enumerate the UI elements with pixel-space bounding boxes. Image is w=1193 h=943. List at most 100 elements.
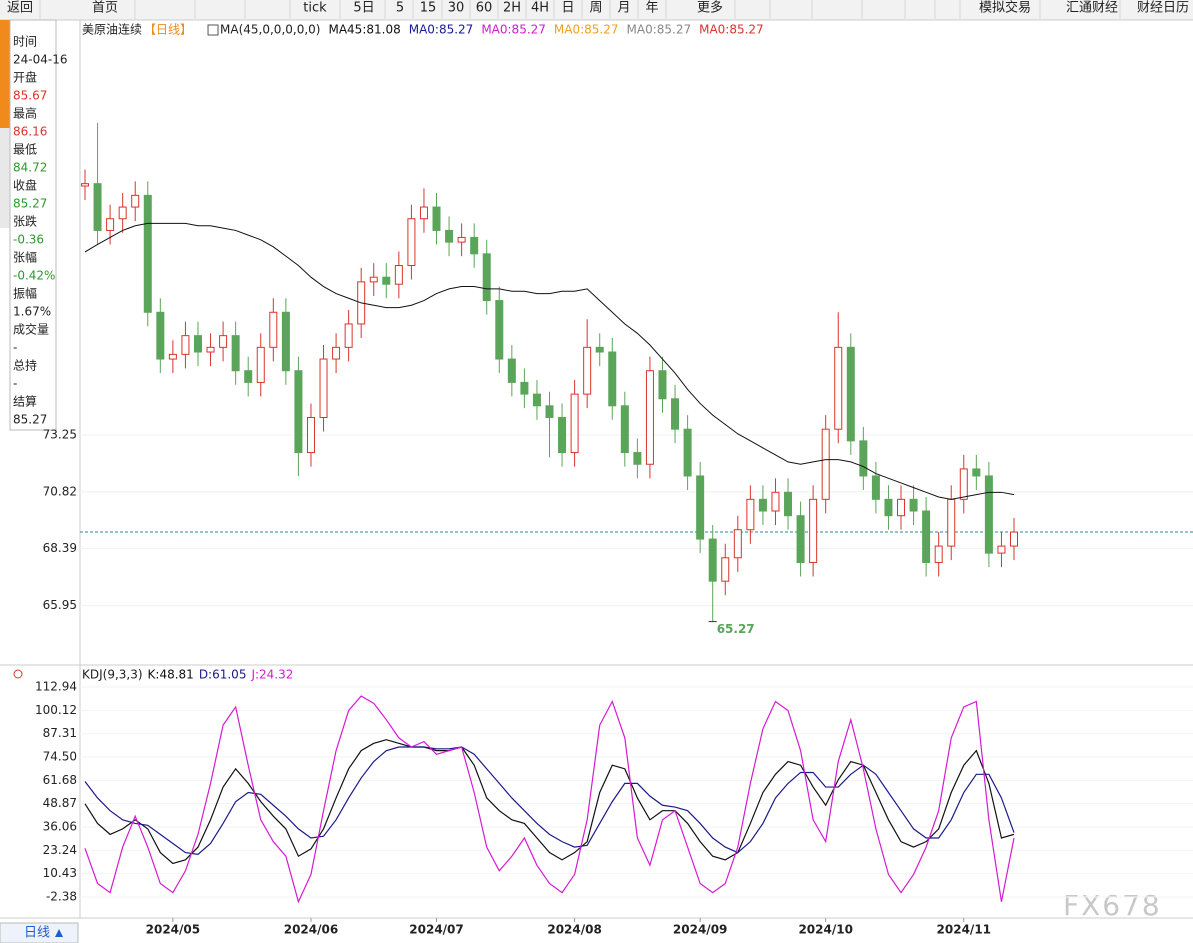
y-tick-label: 48.87 [43, 796, 77, 810]
candle-body [507, 358, 516, 383]
y-tick-label: 36.06 [43, 819, 77, 833]
toolbar-button[interactable]: 财经日历 [1137, 1, 1189, 16]
candle-body [156, 311, 165, 360]
candle-body [93, 183, 102, 231]
candle-body [294, 370, 303, 454]
candle-body [972, 468, 981, 477]
toolbar-button[interactable]: 首页 [92, 1, 118, 16]
x-tick-label: 2024/11 [937, 923, 991, 937]
period-button[interactable] [0, 922, 79, 943]
legend-icon [207, 24, 219, 36]
legend-entry: J:24.32 [250, 668, 293, 682]
candle-body [231, 335, 240, 372]
candle-body [482, 253, 491, 302]
toolbar-button[interactable]: 返回 [7, 1, 33, 16]
info-value: - [13, 341, 17, 355]
legend-entry: D:61.05 [199, 668, 247, 682]
candle-body [758, 498, 767, 512]
period-button-label[interactable]: 日线 [24, 926, 50, 941]
candle-body [419, 206, 428, 220]
candle-body [583, 346, 592, 395]
candle-body [457, 236, 466, 243]
info-value: 85.67 [13, 89, 47, 103]
info-label: 收盘 [13, 178, 37, 193]
toolbar-button[interactable]: 模拟交易 [979, 0, 1031, 16]
candle-body [118, 206, 127, 220]
info-label: 总持 [13, 358, 37, 373]
candle-body [696, 475, 705, 540]
candle-body [959, 468, 968, 500]
candle-body [658, 370, 667, 400]
info-value: 85.27 [13, 197, 47, 211]
toolbar-button[interactable]: 2H [503, 1, 521, 16]
info-label: 开盘 [13, 70, 37, 85]
candle-body [922, 510, 931, 563]
y-tick-label: 70.82 [43, 484, 77, 498]
candle-body [407, 218, 416, 267]
y-tick-label: -2.38 [46, 889, 77, 903]
info-value: 84.72 [13, 161, 47, 175]
x-tick-label: 2024/05 [146, 923, 200, 937]
candle-body [369, 276, 378, 283]
side-tab[interactable] [0, 128, 10, 228]
toolbar-button[interactable]: 周 [589, 1, 602, 16]
y-tick-label: 65.95 [43, 598, 77, 612]
info-value: 86.16 [13, 125, 47, 139]
y-tick-label: 100.12 [35, 703, 77, 717]
toolbar-button[interactable]: 60 [476, 1, 493, 16]
candle-body [219, 335, 228, 348]
candle-body [733, 529, 742, 559]
toolbar-button[interactable]: 5 [396, 1, 404, 16]
candle-body [306, 416, 315, 454]
candle-body [897, 498, 906, 517]
toolbar-button[interactable]: 30 [448, 1, 465, 16]
info-label: 最低 [13, 143, 37, 157]
x-tick-label: 2024/06 [284, 923, 338, 937]
candle-body [784, 491, 793, 517]
x-tick-label: 2024/10 [798, 923, 852, 937]
info-value: 1.67% [13, 305, 51, 319]
candle-body [106, 218, 115, 231]
y-tick-label: 68.39 [43, 541, 77, 555]
x-tick-label: 2024/07 [409, 923, 463, 937]
ma-line [84, 222, 1015, 500]
kdj-line [84, 739, 1015, 865]
info-panel [9, 19, 57, 431]
y-tick-label: 10.43 [43, 866, 77, 880]
side-tab[interactable] [0, 20, 10, 128]
x-tick-label: 2024/08 [547, 923, 601, 937]
info-value: 24-04-16 [13, 53, 67, 67]
candle-body [984, 475, 993, 554]
candle-body [382, 276, 391, 285]
toolbar-button[interactable]: 15 [420, 1, 437, 16]
legend-entry: MA0:85.27 [554, 23, 619, 37]
y-tick-label: 87.31 [43, 726, 77, 740]
toolbar-button[interactable]: 年 [645, 1, 658, 16]
candle-body [909, 498, 918, 512]
candle-body [570, 393, 579, 454]
toolbar-button[interactable]: 5日 [353, 1, 374, 16]
info-label: 成交量 [13, 322, 49, 337]
toolbar-button[interactable]: 更多 [697, 0, 723, 16]
legend-entry: MA45:81.08 [328, 23, 400, 37]
toolbar-button[interactable]: 月 [617, 1, 630, 16]
settings-icon[interactable] [13, 669, 23, 679]
toolbar-button[interactable]: tick [303, 1, 327, 16]
toolbar-button[interactable]: 4H [531, 1, 549, 16]
legend-entry: MA0:85.27 [409, 23, 474, 37]
toolbar-button[interactable]: 汇通财经 [1066, 1, 1118, 16]
candle-body [997, 545, 1006, 554]
period-button-arrow [55, 929, 63, 937]
chart-period: 【日线】 [144, 23, 192, 37]
info-value: - [13, 377, 17, 391]
info-label: 最高 [13, 106, 37, 121]
y-tick-label: 73.25 [43, 428, 77, 442]
candle-body [934, 545, 943, 563]
info-label: 张跌 [13, 214, 37, 229]
chart-title: 美原油连续 [82, 22, 142, 37]
indicator-title: KDJ(9,3,3) [82, 668, 143, 682]
candle-body [332, 346, 341, 360]
candle-body [1010, 531, 1018, 547]
toolbar-button[interactable]: 日 [561, 1, 574, 16]
candle-body [432, 206, 441, 231]
